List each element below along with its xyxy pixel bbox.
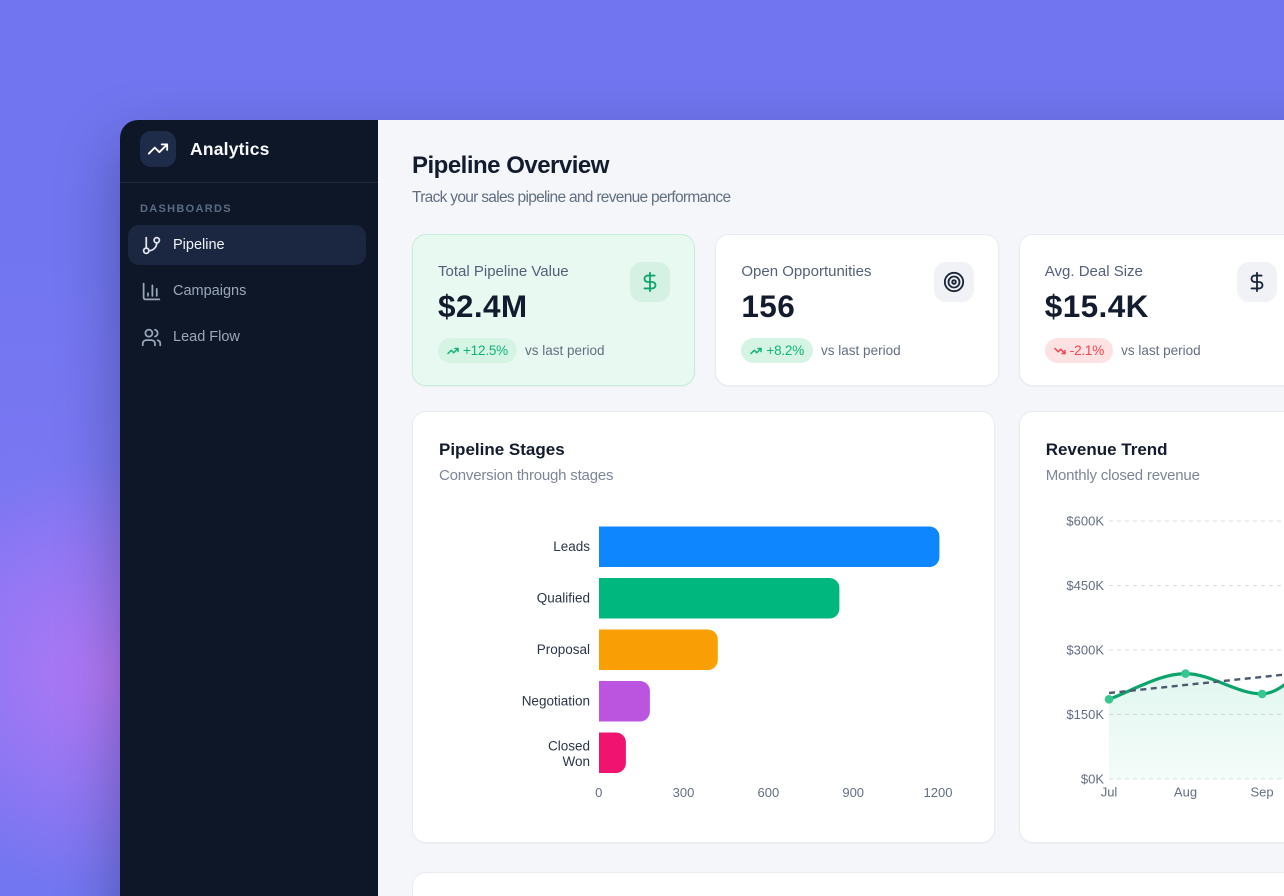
svg-text:1200: 1200 [924,785,953,800]
svg-text:Negotiation: Negotiation [522,694,590,709]
svg-text:Jul: Jul [1100,785,1117,800]
svg-text:$150K: $150K [1066,707,1104,722]
svg-text:Leads: Leads [553,539,590,554]
svg-text:$300K: $300K [1066,643,1104,658]
svg-text:Proposal: Proposal [537,642,590,657]
svg-text:$450K: $450K [1066,578,1104,593]
svg-text:Won: Won [562,754,590,769]
svg-text:0: 0 [595,785,602,800]
svg-text:Aug: Aug [1174,785,1197,800]
svg-text:300: 300 [673,785,695,800]
svg-text:600: 600 [758,785,780,800]
svg-text:900: 900 [842,785,864,800]
svg-text:$600K: $600K [1066,514,1104,529]
svg-text:$0K: $0K [1081,772,1104,787]
svg-text:Sep: Sep [1250,785,1273,800]
svg-text:Closed: Closed [548,739,590,754]
svg-text:Qualified: Qualified [537,591,590,606]
